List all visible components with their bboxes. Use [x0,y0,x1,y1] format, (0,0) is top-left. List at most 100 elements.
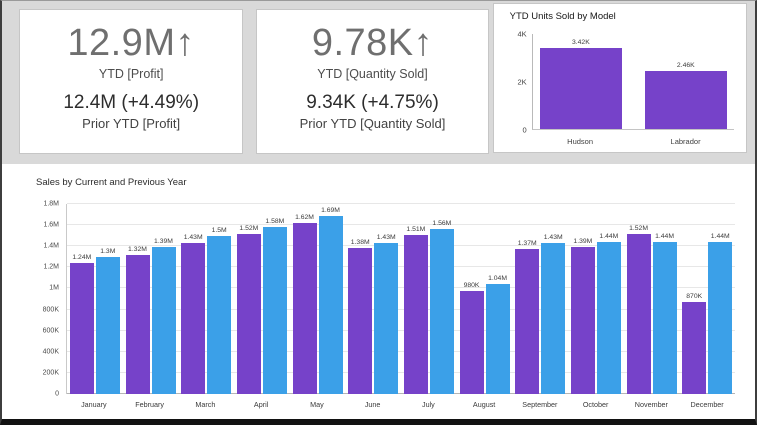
bar-blue-february[interactable]: 1.39M [151,238,176,394]
y-tick-label: 0 [55,390,59,398]
x-axis-label-march: March [195,400,216,409]
bar-value-label: 1.38M [350,239,370,247]
bar-value-label: 1.44M [710,233,730,240]
bar-purple-april[interactable]: 1.52M [236,225,261,394]
bar-blue-july[interactable]: 1.56M [429,220,454,394]
bar-purple-september[interactable]: 1.37M [515,240,540,394]
bar-purple-may[interactable]: 1.62M [292,214,317,394]
y-tick-label: 1.6M [43,221,59,229]
chart-title-sales-by-year: Sales by Current and Previous Year [36,177,187,188]
bar-value-label: 870K [686,293,703,301]
bar-group-december[interactable]: 870K 1.44M [679,204,735,394]
bar-value-label: 1.32M [128,245,147,253]
kpi-value-quantity: 9.78K↑ [312,22,433,64]
trend-up-arrow-icon: ↑ [175,22,195,64]
gridline [67,350,735,352]
bar-blue-october[interactable]: 1.44M [596,233,621,394]
gridline [67,371,735,373]
x-axis-label-november: November [634,400,668,409]
kpi-label-profit: YTD [Profit] [98,67,164,81]
bar-blue-june[interactable]: 1.43M [374,234,399,394]
gridline [67,287,735,289]
bar-group-october[interactable]: 1.39M 1.44M [568,204,624,394]
bar-value-label: 1.43M [376,234,396,242]
x-axis-label-may: May [310,400,324,409]
units-by-model-chart: 0 2K 4K 3.42K 2.46K Hudson Labrador [510,30,734,146]
sales-by-year-plot-area: 1.24M 1.3M 1.32M 1.39M 1.43M 1.5M 1.52M 1.58M 1.… [66,203,735,394]
y-axis-ticks: 0 2K 4K [510,30,532,135]
bar-group-january[interactable]: 1.24M 1.3M [67,204,123,394]
bar-value-label: 1.52M [239,224,259,232]
bar-group-september[interactable]: 1.37M 1.43M [512,204,568,394]
bar-value-label: 1.56M [432,220,452,228]
bar-group-april[interactable]: 1.52M 1.58M [234,204,290,394]
category-label-labrador: Labrador [670,137,701,146]
bar-group-june[interactable]: 1.38M 1.43M [345,204,401,394]
bar-value-label: 1.39M [573,238,593,246]
kpi-prior-label-profit: Prior YTD [Profit] [82,116,181,131]
bar-purple-february[interactable]: 1.32M [125,246,150,394]
y-tick-label: 2K [517,77,527,87]
sales-chart-panel: Sales by Current and Previous Year 0 200K… [2,164,755,419]
x-axis-label-july: July [421,400,435,409]
x-axis-label-october: October [582,400,609,409]
bar-group-february[interactable]: 1.32M 1.39M [123,204,179,394]
x-axis-labels: January February March April May June July Augu… [66,400,735,409]
bar-purple-october[interactable]: 1.39M [570,238,595,394]
kpi-card-quantity-sold[interactable]: 9.78K↑ YTD [Quantity Sold] 9.34K (+4.75%… [256,9,489,154]
bar-blue-may[interactable]: 1.69M [318,207,343,394]
bar-value-label: 1.3M [100,247,116,255]
y-tick-label: 1.2M [43,263,59,271]
units-by-model-plot-area: 3.42K 2.46K [531,34,734,130]
bar-labrador[interactable]: 2.46K [644,62,727,129]
bar-value-label: 1.39M [154,238,173,246]
bar-purple-january[interactable]: 1.24M [69,254,94,394]
bar-purple-june[interactable]: 1.38M [348,239,373,394]
bar-group-may[interactable]: 1.62M 1.69M [290,204,346,394]
category-label-hudson: Hudson [567,137,594,146]
bar-group-july[interactable]: 1.51M 1.56M [401,204,457,394]
x-axis-label-april: April [253,400,269,409]
bar-value-label: 1.04M [488,275,507,283]
bar-blue-march[interactable]: 1.5M [207,227,232,394]
bar-group-march[interactable]: 1.43M 1.5M [178,204,234,394]
bar-value-label: 1.52M [629,224,648,232]
plot-column: 3.42K 2.46K Hudson Labrador [531,34,734,146]
bar-hudson[interactable]: 3.42K [539,39,623,129]
bar-blue-april[interactable]: 1.58M [262,218,287,394]
x-axis-label-january: January [81,400,107,409]
gridline [67,245,735,247]
kpi-number: 12.9M [67,22,176,64]
y-tick-label: 400K [42,348,59,356]
x-axis-label-december: December [690,400,724,409]
kpi-number: 9.78K [311,22,414,64]
bar-group-august[interactable]: 980K 1.04M [457,204,513,394]
bar-purple-july[interactable]: 1.51M [403,226,428,394]
chart-title-units-by-model: YTD Units Sold by Model [509,11,616,22]
bar-value-label: 1.43M [183,234,203,242]
bar-blue-november[interactable]: 1.44M [652,233,677,394]
bar-purple-december[interactable]: 870K [682,293,707,394]
bar-purple-march[interactable]: 1.43M [181,234,206,394]
plot-column: 1.24M 1.3M 1.32M 1.39M 1.43M 1.5M 1.52M 1.58M 1.… [66,203,735,409]
kpi-label-quantity: YTD [Quantity Sold] [317,67,428,81]
bar-value-label: 2.46K [676,61,695,69]
chart-card-units-by-model[interactable]: YTD Units Sold by Model 0 2K 4K 3.42K 2.46K… [492,3,747,153]
bar-blue-december[interactable]: 1.44M [708,233,733,394]
y-tick-label: 200K [42,369,59,377]
x-axis-label-june: June [364,400,381,409]
bar-groups: 1.24M 1.3M 1.32M 1.39M 1.43M 1.5M 1.52M 1.58M 1.… [67,204,735,394]
bar-purple-november[interactable]: 1.52M [626,225,651,394]
bar-blue-august[interactable]: 1.04M [485,275,510,394]
bar-value-label: 1.37M [517,240,537,248]
bar-blue-september[interactable]: 1.43M [541,234,566,394]
gridline [67,224,735,226]
y-tick-label: 1M [49,284,59,292]
bar-blue-january[interactable]: 1.3M [95,248,120,394]
bar-group-november[interactable]: 1.52M 1.44M [624,204,680,394]
kpi-prior-value-profit: 12.4M (+4.49%) [63,92,200,113]
x-axis-baseline [67,393,735,394]
kpi-card-profit[interactable]: 12.9M↑ YTD [Profit] 12.4M (+4.49%) Prior… [19,9,244,154]
bar-purple-august[interactable]: 980K [459,282,484,394]
bar-value-label: 980K [463,281,480,289]
